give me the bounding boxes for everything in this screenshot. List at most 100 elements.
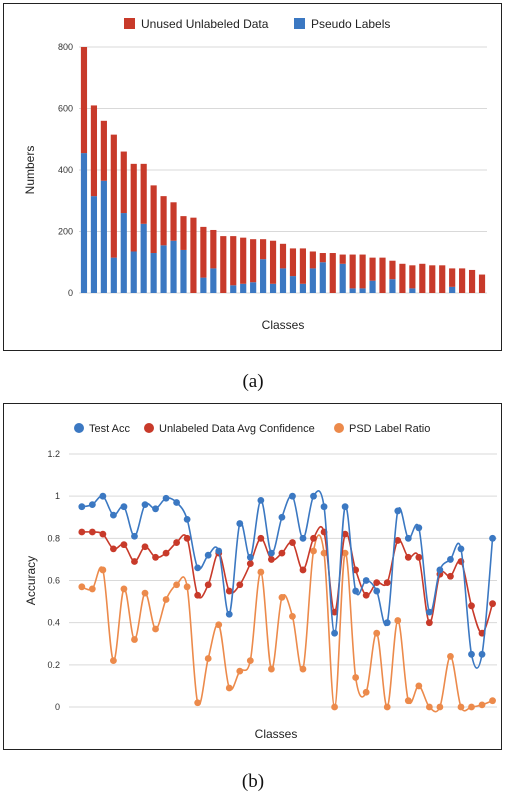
point-avg-confidence [468,602,475,610]
bar-unused-unlabeled [349,254,356,289]
point-avg-confidence [373,579,381,587]
bar-pseudo-labels [250,282,257,293]
point-test-acc [299,534,307,542]
point-test-acc [478,650,486,658]
point-psd-label-ratio [478,701,486,709]
caption-b: (b) [241,771,265,792]
point-psd-label-ratio [394,617,402,624]
y-tick-label: 0 [55,702,60,712]
bar-pseudo-labels [240,283,247,293]
legend-swatch [124,18,135,29]
point-psd-label-ratio [215,621,223,629]
point-psd-label-ratio [194,699,202,707]
y-tick-label: 600 [58,104,73,114]
legend-label: PSD Label Ratio [349,423,430,435]
bar-unused-unlabeled [279,243,287,269]
point-test-acc [131,532,138,540]
y-axis-label: Numbers [23,146,37,195]
legend-marker [74,423,84,433]
bar-pseudo-labels [449,286,456,293]
point-test-acc [141,501,149,508]
point-psd-label-ratio [162,596,170,603]
bar-pseudo-labels [90,196,98,293]
bar-unused-unlabeled [329,253,336,293]
point-test-acc [394,507,402,515]
bar-unused-unlabeled [419,263,426,293]
bar-pseudo-labels [80,153,88,293]
bar-pseudo-labels [160,245,167,293]
bar-unused-unlabeled [269,240,277,284]
bar-unused-unlabeled [130,163,137,252]
legend-marker [334,423,344,433]
point-psd-label-ratio [99,566,107,574]
point-avg-confidence [267,556,275,563]
bar-unused-unlabeled [250,239,257,283]
point-avg-confidence [362,591,370,599]
y-axis-label: Accuracy [24,556,38,605]
bar-unused-unlabeled [100,120,107,181]
bar-unused-unlabeled [120,151,127,214]
point-avg-confidence [110,545,117,553]
point-psd-label-ratio [183,583,191,591]
point-test-acc [373,587,381,595]
chart-b-panel: 0 0.2 0.4 0.6 0.8 1 1.2 Classes Accuracy Test Acc… [3,403,502,750]
bar-pseudo-labels [299,283,306,293]
point-avg-confidence [352,566,360,574]
bar-pseudo-labels [110,257,117,293]
bar-pseudo-labels [309,268,316,293]
bar-pseudo-labels [170,240,177,293]
x-axis-label: Classes [262,318,305,332]
point-psd-label-ratio [141,589,149,597]
point-psd-label-ratio [447,653,454,660]
bar-unused-unlabeled [399,263,406,293]
y-tick-label: 1 [55,491,60,501]
point-test-acc [362,577,370,584]
y-tick-label: 0.6 [47,576,60,586]
point-psd-label-ratio [468,703,475,711]
point-psd-label-ratio [489,697,496,705]
point-psd-label-ratio [278,593,286,601]
point-psd-label-ratio [373,629,381,637]
line-avg-confidence [81,526,494,635]
bar-unused-unlabeled [379,257,386,293]
bar-unused-unlabeled [260,239,267,260]
point-avg-confidence [99,530,107,538]
point-avg-confidence [341,530,349,538]
y-tick-label: 0.8 [47,533,60,543]
point-avg-confidence [152,553,159,561]
bar-pseudo-labels [130,251,137,293]
bar-pseudo-labels [349,288,356,293]
bar-pseudo-labels [120,213,127,293]
point-avg-confidence [404,553,412,561]
point-psd-label-ratio [236,667,244,675]
point-test-acc [310,492,317,500]
bar-pseudo-labels [200,277,207,293]
chart-a-panel: 0 200 400 600 800 Classes Numbers Unused Unlabe… [3,3,502,351]
point-test-acc [383,619,391,627]
point-avg-confidence [289,539,296,546]
point-avg-confidence [257,534,265,542]
point-psd-label-ratio [425,703,433,711]
bar-pseudo-labels [140,223,147,293]
point-test-acc [320,503,328,511]
bar-unused-unlabeled [90,105,98,197]
bar-pseudo-labels [269,283,277,293]
point-avg-confidence [425,619,433,627]
point-test-acc [110,511,117,519]
point-psd-label-ratio [331,703,338,711]
point-avg-confidence [394,537,402,544]
bar-pseudo-labels [210,268,217,293]
bar-unused-unlabeled [309,251,316,269]
y-tick-label: 1.2 [47,449,60,459]
y-tick-label: 0 [68,288,73,298]
point-psd-label-ratio [362,688,370,696]
point-avg-confidence [278,549,286,557]
point-avg-confidence [194,591,202,599]
bar-unused-unlabeled [110,134,117,258]
point-psd-label-ratio [88,585,96,593]
bar-unused-unlabeled [478,274,486,293]
point-test-acc [204,551,212,559]
chart-b-svg: 0 0.2 0.4 0.6 0.8 1 1.2 Classes Accuracy Test Acc… [24,423,497,741]
bar-pseudo-labels [100,180,107,293]
point-psd-label-ratio [320,549,328,557]
